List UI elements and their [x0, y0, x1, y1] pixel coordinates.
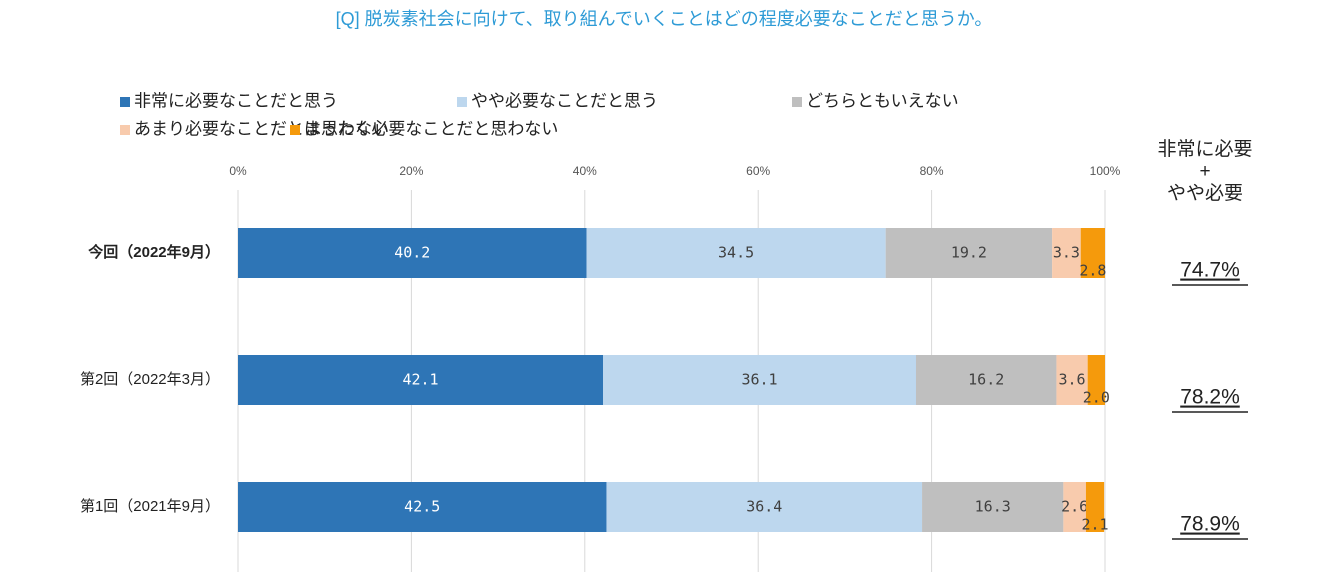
bar-segment: [238, 228, 587, 278]
chart-title: [Q] 脱炭素社会に向けて、取り組んでいくことはどの程度必要なことだと思うか。: [336, 9, 993, 29]
x-tick-label: 0%: [229, 164, 247, 178]
data-label: 34.5: [718, 244, 754, 262]
data-label: 42.5: [404, 498, 440, 516]
summary-label: 78.2%: [1180, 386, 1240, 409]
legend-swatch: [120, 97, 130, 107]
summary-label: 78.9%: [1180, 513, 1240, 536]
legend-swatch: [120, 125, 130, 135]
legend-label: まったく必要なことだと思わない: [304, 119, 558, 138]
data-label: 2.6: [1061, 498, 1088, 516]
data-label: 3.3: [1053, 244, 1080, 262]
data-label: 42.1: [402, 371, 438, 389]
data-label: 36.4: [746, 498, 782, 516]
bar-segment: [1052, 228, 1081, 278]
data-label: 3.6: [1059, 371, 1086, 389]
y-tick-label: 第2回（2022年3月）: [80, 370, 220, 388]
legend-swatch: [290, 125, 300, 135]
bar-segment: [238, 355, 604, 405]
legend-label: やや必要なことだと思う: [471, 91, 658, 110]
summary-label: 74.7%: [1180, 259, 1240, 282]
bar-segment: [1080, 228, 1105, 278]
data-label: 2.1: [1081, 516, 1108, 534]
bar-segment: [1085, 482, 1105, 532]
bar-segment: [586, 228, 886, 278]
x-tick-label: 20%: [399, 164, 423, 178]
x-tick-label: 40%: [573, 164, 597, 178]
data-label: 2.0: [1083, 389, 1110, 407]
data-label: 19.2: [951, 244, 987, 262]
y-tick-label: 第1回（2021年9月）: [80, 497, 220, 515]
bar-segment: [915, 355, 1057, 405]
x-tick-label: 60%: [746, 164, 770, 178]
data-label: 2.8: [1079, 262, 1106, 280]
legend-label: 非常に必要なことだと思う: [134, 91, 338, 110]
data-label: 16.2: [968, 371, 1004, 389]
x-tick-label: 80%: [920, 164, 944, 178]
legend-label: どちらともいえない: [806, 91, 959, 110]
data-label: 40.2: [394, 244, 430, 262]
summary-title: +: [1199, 161, 1210, 182]
summary-title: やや必要: [1167, 182, 1243, 204]
data-label: 36.1: [741, 371, 777, 389]
x-tick-label: 100%: [1090, 164, 1121, 178]
bar-segment: [885, 228, 1053, 278]
legend-label: あまり必要なことだとは思わない: [134, 119, 389, 138]
bar-segment: [1087, 355, 1105, 405]
bar-segment: [1063, 482, 1086, 532]
bar-segment: [922, 482, 1064, 532]
summary-title: 非常に必要: [1157, 138, 1252, 160]
bar-segment: [238, 482, 607, 532]
bar-segment: [606, 482, 923, 532]
bar-segment: [1056, 355, 1088, 405]
y-tick-label: 今回（2022年9月）: [87, 243, 220, 261]
legend-swatch: [792, 97, 802, 107]
data-label: 16.3: [975, 498, 1011, 516]
legend-swatch: [457, 97, 467, 107]
bar-segment: [603, 355, 916, 405]
